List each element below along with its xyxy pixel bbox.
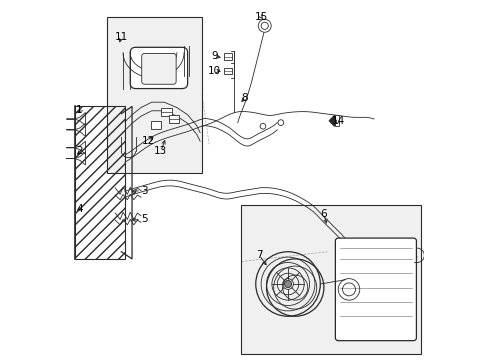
FancyBboxPatch shape [335,238,416,341]
Circle shape [285,280,292,288]
Text: 10: 10 [208,66,221,76]
Bar [224,68,232,74]
Circle shape [258,19,271,32]
Polygon shape [329,116,335,126]
Bar [242,205,421,354]
Bar [224,53,232,60]
Bar [151,121,161,129]
Bar [169,115,179,123]
Text: 9: 9 [211,51,218,61]
Text: 5: 5 [141,215,148,224]
Text: 6: 6 [320,209,327,219]
Text: 3: 3 [141,186,148,196]
Text: 8: 8 [242,93,248,103]
Text: 7: 7 [256,250,263,260]
Text: 13: 13 [154,146,168,156]
FancyBboxPatch shape [130,47,188,89]
Bar [74,107,125,259]
Text: 15: 15 [254,12,268,22]
Text: 12: 12 [142,136,155,145]
Text: 1: 1 [76,105,83,115]
FancyBboxPatch shape [142,53,176,84]
Bar [107,17,202,173]
Text: 14: 14 [332,116,345,126]
Bar [335,116,339,126]
Bar [161,108,172,116]
Text: 2: 2 [76,146,83,156]
Text: 4: 4 [76,204,83,214]
Text: 11: 11 [115,32,128,41]
